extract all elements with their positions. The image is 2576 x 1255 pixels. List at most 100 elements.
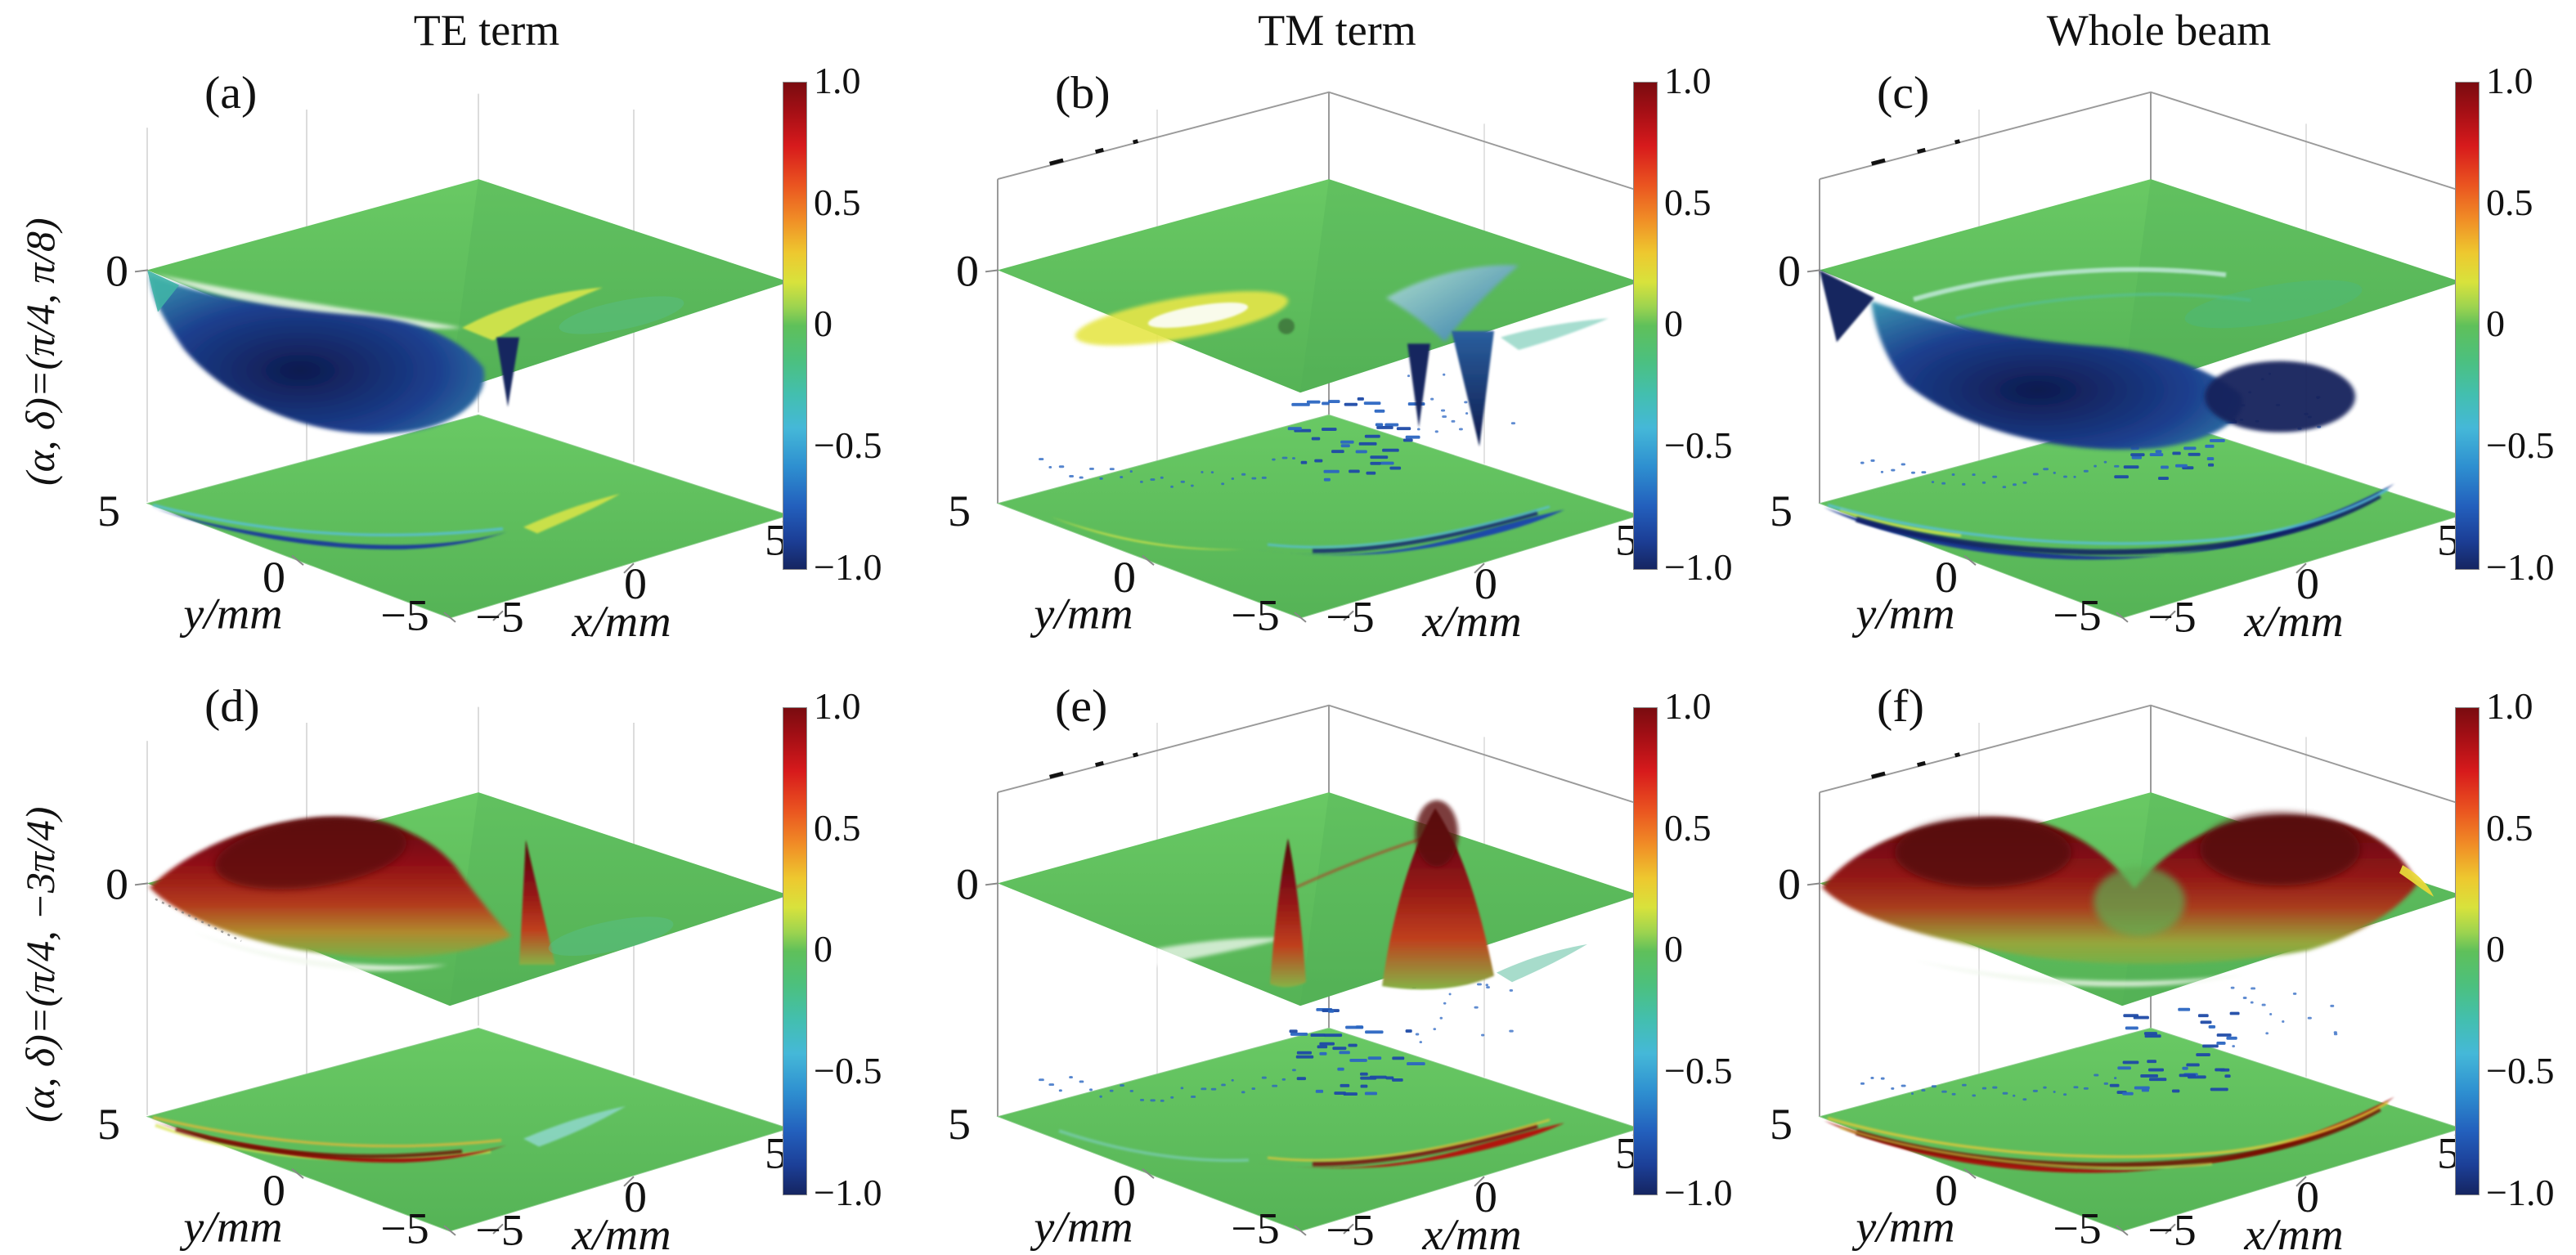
x-tick-0: 0 <box>2296 1172 2319 1221</box>
colorbar <box>2455 82 2480 570</box>
green-valley <box>2094 867 2185 937</box>
projection-yellow-fringe-bottom <box>1839 1126 2213 1169</box>
panel-a: (a) 0 5 0 −5 −5 0 5 y/mm x/mm 1.0 0.5 0 … <box>78 37 945 646</box>
colorbar-tick: 1.0 <box>1664 685 1712 727</box>
panel-d: (d) 0 5 0 −5 −5 0 5 y/mm x/mm 1.0 0.5 0 … <box>78 650 945 1255</box>
bottom-projection <box>996 414 1641 619</box>
projection-cyan-fringe <box>1827 487 2389 545</box>
y-tick-5: 5 <box>948 1100 971 1149</box>
x-axis-label: x/mm <box>571 1210 671 1255</box>
colorbar-tick: 0.5 <box>1664 182 1712 223</box>
panel-letter: (e) <box>1055 681 1107 732</box>
x-tick-neg5: −5 <box>475 592 524 641</box>
quiver-scatter <box>1039 373 1516 488</box>
colorbar-tick: 0.5 <box>1664 807 1712 849</box>
panel-letter: (d) <box>204 681 260 732</box>
z-axis-tick: 0 <box>956 860 979 909</box>
dome-cap-left <box>1895 818 2071 888</box>
surface-plane <box>998 792 1640 1006</box>
colorbar-tick: 0 <box>1664 303 1683 344</box>
y-tick-neg5: −5 <box>380 1203 429 1253</box>
bottom-projection <box>996 1027 1641 1232</box>
y-axis-label: y/mm <box>179 1202 282 1251</box>
positive-spike-narrow <box>1270 838 1306 988</box>
colorbar-tick: −1.0 <box>1664 546 1733 588</box>
colorbar <box>2455 707 2480 1195</box>
panel-letter: (b) <box>1055 68 1111 119</box>
surface-shading <box>450 179 789 393</box>
panel-f: (f) 0 5 0 −5 −5 0 5 y/mm x/mm 1.0 0.5 0 … <box>1750 650 2576 1255</box>
glow-core <box>1147 303 1249 328</box>
surface-shading <box>2122 179 2462 393</box>
frame-tick-dashes <box>1871 752 1961 779</box>
positive-ridge <box>462 287 603 341</box>
top-surface <box>147 179 789 434</box>
cyan-trailing-arc <box>1501 318 1609 351</box>
z-axis-tick: 0 <box>105 860 128 909</box>
colorbar <box>783 707 807 1195</box>
colorbar-tick: 1.0 <box>2486 60 2533 101</box>
surface-plane <box>1820 179 2462 393</box>
projection-yellow-fringe <box>152 1116 502 1148</box>
z-axis-tick: 0 <box>105 247 128 296</box>
projection-dark-core <box>1312 510 1538 554</box>
top-surface <box>998 792 1640 1006</box>
bottom-projection <box>1818 414 2463 619</box>
colorbar-tick: 0 <box>1664 928 1683 970</box>
cyan-valley-arc-2 <box>1955 293 2251 320</box>
peak-maroon-cap <box>1416 800 1458 867</box>
y-tick-5: 5 <box>1770 1100 1793 1149</box>
row-label-2: (α, δ)=(π/4, −3π/4) <box>17 806 63 1123</box>
dotted-edge <box>155 898 242 943</box>
colorbar-tick: −0.5 <box>814 1050 882 1091</box>
column-title-whole-beam: Whole beam <box>2046 6 2272 55</box>
y-tick-5: 5 <box>97 486 120 536</box>
projection-dark-core <box>1855 493 2381 555</box>
x-tick-0: 0 <box>624 1172 647 1221</box>
negative-lobe <box>150 276 485 434</box>
negative-bowl <box>1871 301 2243 450</box>
y-tick-0: 0 <box>263 1166 285 1215</box>
x-tick-neg5: −5 <box>2147 592 2197 641</box>
colorbar-tick: −0.5 <box>2486 1050 2555 1091</box>
x-axis-label: x/mm <box>2243 1210 2343 1255</box>
projection-cyan-arc <box>1058 1129 1250 1163</box>
x-axis-label: x/mm <box>1421 597 1521 642</box>
panel-letter: (a) <box>204 68 257 119</box>
surface-plot-d: (d) 0 5 0 −5 −5 0 5 y/mm x/mm <box>97 681 793 1255</box>
x-tick-0: 0 <box>624 559 647 608</box>
colorbar-tick: −1.0 <box>814 546 882 588</box>
positive-spike <box>519 840 555 965</box>
y-tick-0: 0 <box>1935 553 1958 602</box>
surface-shading <box>450 792 789 1006</box>
corner-navy-wedge <box>1820 270 1874 343</box>
bottom-projection <box>146 1027 791 1232</box>
y-axis-label: y/mm <box>179 589 282 638</box>
x-axis-label: x/mm <box>571 597 671 642</box>
x-tick-neg5: −5 <box>475 1205 524 1254</box>
colorbar <box>1633 707 1658 1195</box>
colorbar-tick: 1.0 <box>814 60 861 101</box>
cyan-gully <box>1497 943 1587 983</box>
axis-tick-marks <box>134 882 793 1236</box>
x-tick-0: 0 <box>1474 1172 1497 1221</box>
positive-peak-broad <box>1382 808 1494 990</box>
y-tick-5: 5 <box>1770 486 1793 536</box>
projection-cyan-fringe <box>152 504 504 537</box>
z-axis-tick: 0 <box>1778 247 1801 296</box>
projection-negative-crescent <box>151 507 507 549</box>
x-tick-neg5: −5 <box>2147 1205 2197 1254</box>
teal-shading <box>2184 280 2363 329</box>
y-tick-neg5: −5 <box>1231 590 1280 639</box>
colorbar <box>783 82 807 570</box>
negative-lobe-right <box>2205 361 2355 433</box>
negative-spike <box>496 337 519 407</box>
colorbar-tick: −0.5 <box>1664 424 1733 466</box>
colorbar <box>1633 82 1658 570</box>
blue-trough <box>1386 265 1519 343</box>
ridge-line <box>1295 836 1425 889</box>
top-surface <box>1820 792 2462 1006</box>
projection-cyan-fringe <box>1267 505 1551 549</box>
negative-spike-2 <box>1452 330 1494 447</box>
colorbar-tick: 0 <box>814 928 832 970</box>
